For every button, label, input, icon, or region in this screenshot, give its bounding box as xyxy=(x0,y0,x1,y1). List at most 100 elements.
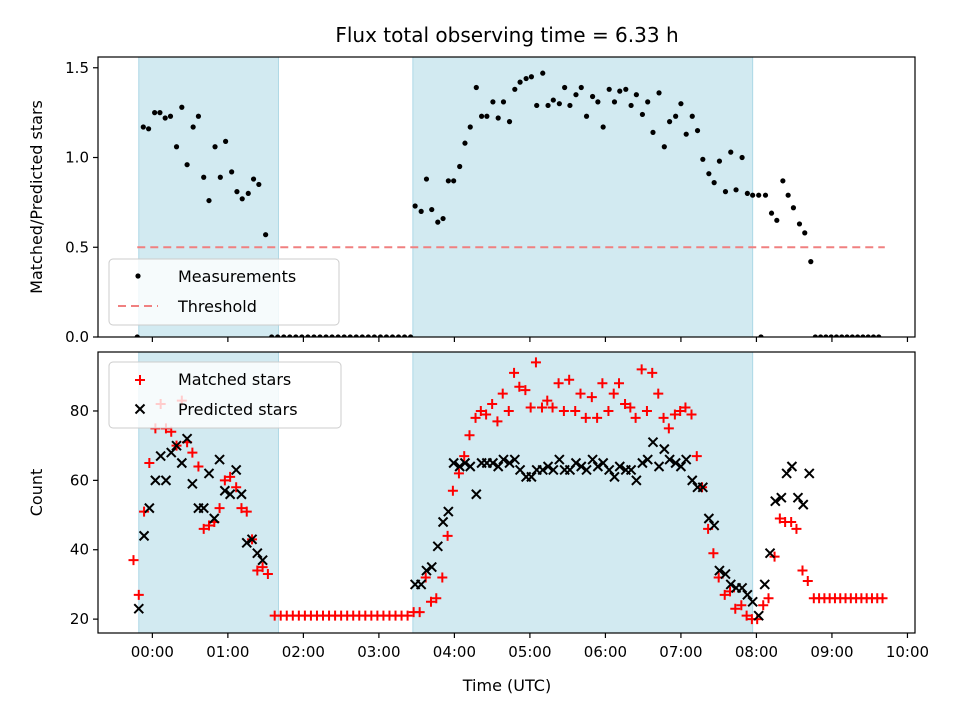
measurement-point-107 xyxy=(739,154,745,161)
predicted-point-27 xyxy=(426,561,437,573)
y-tick-label-2: 60 xyxy=(70,471,89,489)
matched-point-48 xyxy=(402,610,413,621)
measurement-point-25 xyxy=(275,334,281,337)
matched-point-50 xyxy=(414,607,425,618)
measurement-point-30 xyxy=(305,334,311,337)
measurement-point-58 xyxy=(467,124,473,130)
legend-box xyxy=(108,258,340,326)
matched-point-56 xyxy=(447,485,458,496)
predicted-point-88 xyxy=(764,548,776,559)
measurement-point-39 xyxy=(359,334,365,337)
measurement-point-104 xyxy=(722,189,729,195)
matched-point-52 xyxy=(425,596,436,607)
measurement-point-2 xyxy=(145,126,152,132)
legend-matched-label: Matched stars xyxy=(178,370,291,389)
measurement-point-77 xyxy=(573,92,579,98)
legend-measurements-marker xyxy=(135,273,141,279)
measurement-point-19 xyxy=(239,196,245,202)
matched-point-21 xyxy=(241,506,252,517)
measurement-point-23 xyxy=(263,232,269,238)
matched-point-67 xyxy=(509,367,520,378)
matched-point-54 xyxy=(437,572,448,583)
matched-point-99 xyxy=(686,409,697,420)
predicted-point-9 xyxy=(181,433,193,444)
measurement-point-75 xyxy=(562,84,568,91)
matched-point-53 xyxy=(431,593,442,604)
measurement-point-54 xyxy=(445,178,451,184)
measurement-point-99 xyxy=(694,127,701,134)
predicted-point-61 xyxy=(614,461,625,472)
predicted-point-67 xyxy=(647,436,659,448)
x-tick-label-9: 09:00 xyxy=(810,643,853,661)
matched-point-3 xyxy=(144,458,155,469)
predicted-point-89 xyxy=(770,495,781,507)
predicted-point-45 xyxy=(526,471,537,483)
measurement-point-116 xyxy=(785,192,791,198)
legend: Matched stars Predicted stars xyxy=(108,361,342,429)
predicted-point-35 xyxy=(471,489,482,500)
predicted-point-16 xyxy=(219,485,231,496)
matched-point-97 xyxy=(675,405,686,416)
predicted-point-69 xyxy=(659,443,670,455)
y-tick-label-0: 0.0 xyxy=(65,328,89,346)
matched-point-95 xyxy=(663,423,674,434)
matched-point-71 xyxy=(530,357,541,368)
measurement-point-42 xyxy=(377,334,384,337)
matched-point-83 xyxy=(597,378,608,389)
predicted-point-91 xyxy=(781,468,792,479)
predicted-point-25 xyxy=(415,579,427,590)
measurement-point-78 xyxy=(578,84,584,91)
matched-point-64 xyxy=(492,416,503,427)
predicted-point-34 xyxy=(465,461,476,472)
predicted-point-80 xyxy=(720,568,731,580)
measurement-point-37 xyxy=(347,334,353,337)
matched-point-115 xyxy=(774,513,785,524)
measurement-point-49 xyxy=(418,208,424,214)
y-tick-label-2: 1.0 xyxy=(65,149,89,167)
measurement-point-109 xyxy=(750,192,756,198)
predicted-point-4 xyxy=(155,450,166,462)
matched-point-82 xyxy=(592,412,603,423)
measurement-point-40 xyxy=(365,334,371,337)
measurement-point-130 xyxy=(860,334,866,337)
y-tick-label-3: 80 xyxy=(70,402,89,420)
measurement-point-7 xyxy=(173,144,180,150)
legend-threshold-label: Threshold xyxy=(177,297,257,316)
predicted-point-50 xyxy=(554,454,565,465)
measurement-point-90 xyxy=(645,99,651,105)
measurement-point-32 xyxy=(317,334,323,337)
measurement-point-41 xyxy=(371,334,377,337)
y-tick-label-0: 20 xyxy=(70,610,89,628)
matched-point-120 xyxy=(802,575,813,586)
measurement-point-5 xyxy=(162,115,168,121)
measurement-point-129 xyxy=(855,334,861,337)
matched-point-24 xyxy=(257,562,268,573)
matched-point-23 xyxy=(252,565,263,576)
matched-point-72 xyxy=(536,402,547,413)
matched-point-80 xyxy=(580,412,591,423)
matched-point-88 xyxy=(625,402,636,413)
predicted-point-17 xyxy=(224,489,236,500)
matched-point-65 xyxy=(497,388,508,399)
matched-point-55 xyxy=(442,530,453,541)
x-tick-label-3: 03:00 xyxy=(357,643,400,661)
predicted-point-74 xyxy=(687,475,698,486)
measurement-point-27 xyxy=(287,334,293,337)
measurement-point-0 xyxy=(134,334,140,337)
measurement-point-20 xyxy=(245,190,251,197)
predicted-point-59 xyxy=(603,464,615,476)
matched-point-19 xyxy=(231,482,242,493)
measurement-point-108 xyxy=(744,190,750,197)
predicted-point-19 xyxy=(236,489,247,500)
matched-point-62 xyxy=(481,409,492,420)
y-axis-label: Count xyxy=(27,469,46,517)
predicted-point-42 xyxy=(509,454,521,465)
predicted-point-38 xyxy=(487,457,499,469)
predicted-point-40 xyxy=(498,454,509,465)
predicted-point-65 xyxy=(637,457,648,469)
measurement-point-48 xyxy=(412,203,418,209)
matched-point-25 xyxy=(262,569,273,580)
measurement-point-128 xyxy=(849,334,855,337)
measurement-point-125 xyxy=(833,334,840,337)
measurement-point-106 xyxy=(733,187,739,193)
